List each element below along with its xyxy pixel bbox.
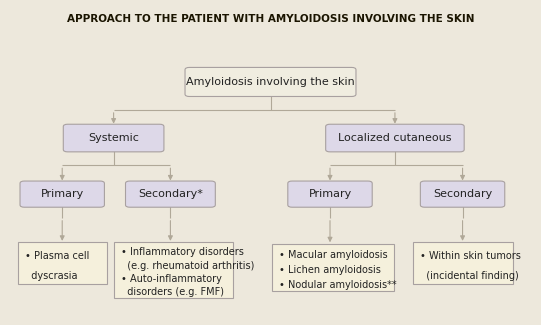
Text: • Lichen amyloidosis: • Lichen amyloidosis [279, 265, 381, 275]
Text: (e.g. rheumatoid arthritis): (e.g. rheumatoid arthritis) [121, 261, 254, 271]
Text: Amyloidosis involving the skin: Amyloidosis involving the skin [186, 77, 355, 87]
Text: Primary: Primary [41, 189, 84, 199]
FancyBboxPatch shape [288, 181, 372, 207]
Text: • Macular amyloidosis: • Macular amyloidosis [279, 250, 387, 260]
FancyBboxPatch shape [18, 242, 107, 284]
Text: • Nodular amyloidosis**: • Nodular amyloidosis** [279, 280, 397, 290]
FancyBboxPatch shape [114, 242, 233, 298]
FancyBboxPatch shape [420, 181, 505, 207]
Text: disorders (e.g. FMF): disorders (e.g. FMF) [121, 287, 223, 297]
FancyBboxPatch shape [272, 244, 393, 291]
Text: Primary: Primary [308, 189, 352, 199]
Text: • Auto-inflammatory: • Auto-inflammatory [121, 274, 221, 284]
FancyBboxPatch shape [20, 181, 104, 207]
Text: • Inflammatory disorders: • Inflammatory disorders [121, 247, 243, 257]
Text: APPROACH TO THE PATIENT WITH AMYLOIDOSIS INVOLVING THE SKIN: APPROACH TO THE PATIENT WITH AMYLOIDOSIS… [67, 14, 474, 24]
Text: Secondary*: Secondary* [138, 189, 203, 199]
Text: Localized cutaneous: Localized cutaneous [338, 133, 452, 143]
FancyBboxPatch shape [412, 242, 512, 284]
FancyBboxPatch shape [185, 67, 356, 97]
Text: Secondary: Secondary [433, 189, 492, 199]
Text: Systemic: Systemic [88, 133, 139, 143]
Text: (incidental finding): (incidental finding) [420, 271, 518, 281]
FancyBboxPatch shape [126, 181, 215, 207]
FancyBboxPatch shape [63, 124, 164, 152]
FancyBboxPatch shape [326, 124, 464, 152]
Text: • Plasma cell: • Plasma cell [25, 251, 89, 261]
Text: dyscrasia: dyscrasia [25, 271, 77, 281]
Text: • Within skin tumors: • Within skin tumors [420, 251, 520, 261]
